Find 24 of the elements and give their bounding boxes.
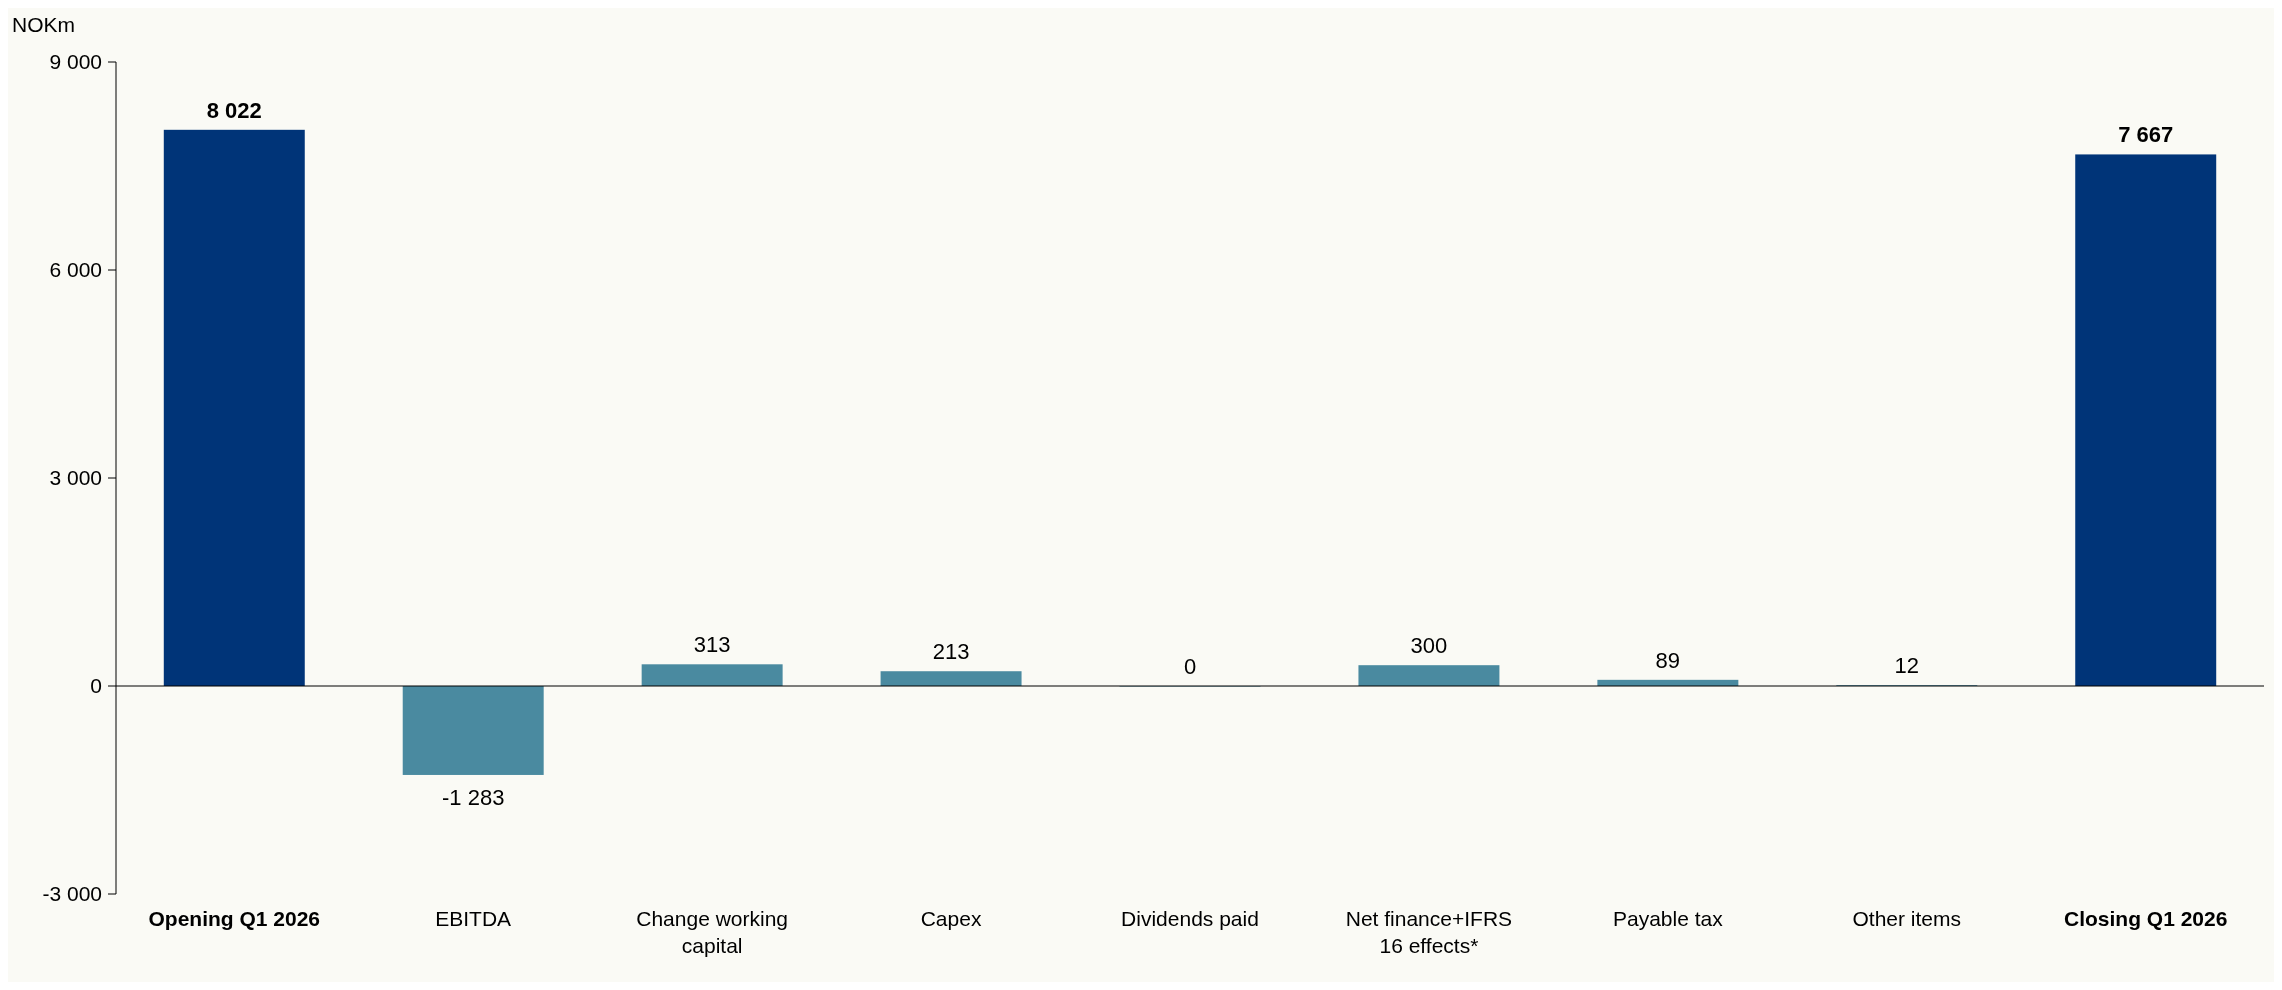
x-tick-label: Opening Q1 2026 — [148, 907, 321, 930]
y-axis-title: NOKm — [12, 13, 75, 36]
x-tick-label: Capex — [920, 907, 982, 930]
x-tick-label: Dividends paid — [1121, 907, 1259, 930]
y-tick-label: 0 — [90, 674, 102, 697]
data-label: 7 667 — [2118, 122, 2174, 148]
y-tick-label: 9 000 — [49, 50, 102, 73]
data-label: 89 — [1655, 647, 1681, 673]
y-tick-label: 3 000 — [49, 466, 102, 489]
data-label: 313 — [693, 632, 731, 658]
data-label: 12 — [1894, 653, 1920, 679]
x-tick-label: Other items — [1852, 907, 1962, 930]
x-tick-label: Net finance+IFRS 16 effects* — [1345, 907, 1513, 957]
data-label: 0 — [1183, 654, 1197, 679]
x-tick-label: Payable tax — [1612, 907, 1724, 930]
data-label: 213 — [932, 639, 970, 665]
data-label: 8 022 — [206, 97, 262, 123]
y-tick-label: -3 000 — [42, 882, 102, 905]
data-label: 300 — [1410, 633, 1448, 659]
x-tick-label: Closing Q1 2026 — [2064, 907, 2228, 930]
x-tick-label: EBITDA — [435, 907, 512, 930]
data-label: -1 283 — [442, 784, 505, 810]
y-tick-label: 6 000 — [49, 258, 102, 281]
x-tick-label: Change working capital — [636, 907, 789, 957]
